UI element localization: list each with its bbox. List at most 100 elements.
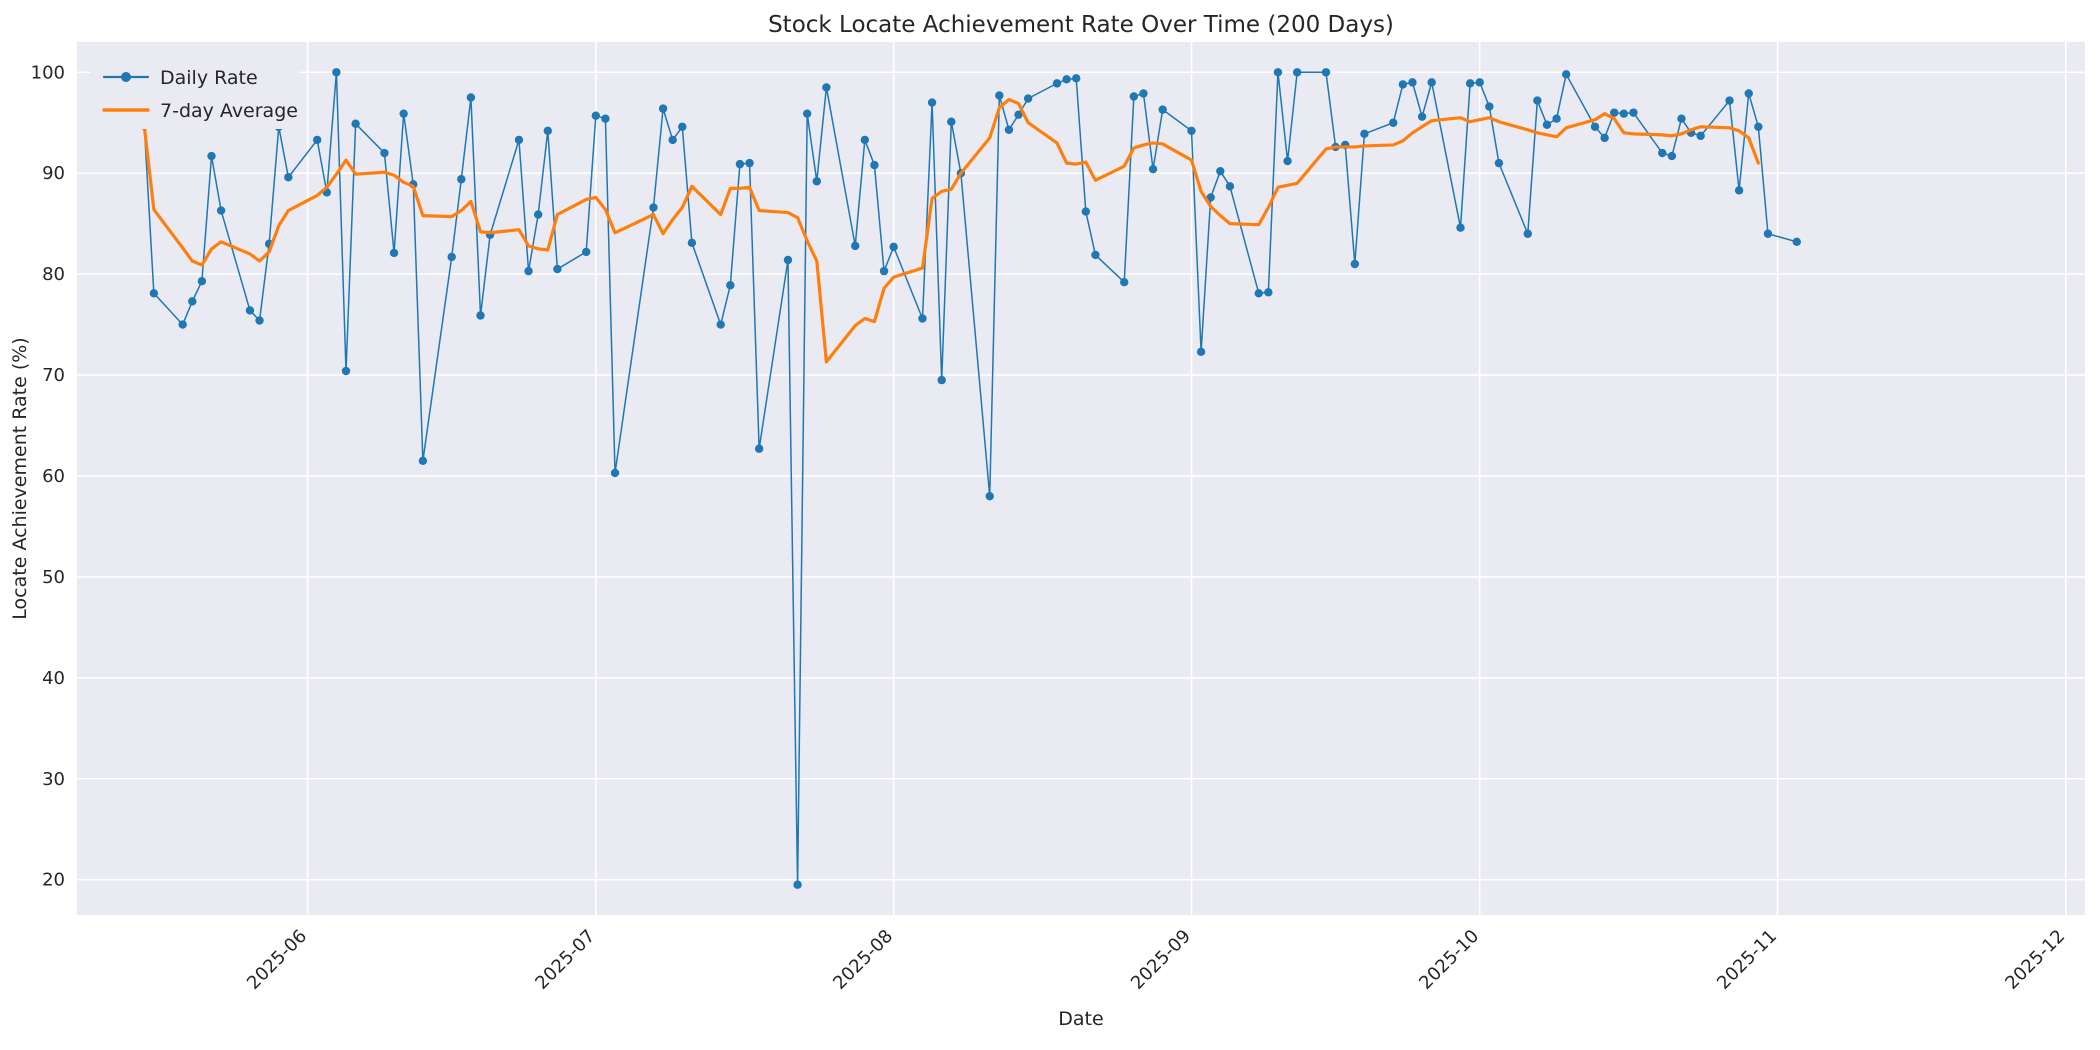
data-point <box>1610 108 1619 117</box>
data-point <box>197 276 207 286</box>
data-point <box>716 320 725 329</box>
data-point <box>783 255 793 265</box>
data-point <box>380 148 389 158</box>
data-point <box>1014 110 1023 119</box>
data-point <box>1283 156 1292 166</box>
data-point <box>601 114 610 123</box>
data-point <box>1206 193 1215 202</box>
data-point <box>341 366 351 376</box>
data-point <box>591 111 601 120</box>
data-point <box>447 252 456 262</box>
data-point <box>822 83 831 92</box>
data-point <box>687 238 697 248</box>
y-tick-label: 90 <box>42 163 65 184</box>
data-point <box>207 151 216 161</box>
data-point <box>1052 79 1062 88</box>
y-tick-label: 20 <box>42 870 65 891</box>
data-point <box>735 159 745 169</box>
data-point <box>1023 94 1033 103</box>
data-point <box>1485 102 1494 111</box>
data-point <box>678 122 687 131</box>
data-point <box>726 281 735 290</box>
data-point <box>1629 108 1638 117</box>
data-series-group <box>140 68 1801 889</box>
data-point <box>754 444 764 453</box>
data-point <box>399 109 408 118</box>
data-point <box>985 491 994 501</box>
data-point <box>793 880 802 889</box>
data-point <box>553 264 562 274</box>
data-point <box>1129 92 1139 101</box>
data-point <box>1561 70 1571 79</box>
data-point <box>947 117 956 126</box>
data-point <box>149 289 159 298</box>
x-axis-label: Date <box>1058 1008 1103 1030</box>
data-point <box>245 306 255 315</box>
data-point <box>802 109 812 118</box>
data-point <box>1792 237 1801 247</box>
y-tick-label: 60 <box>42 466 65 487</box>
series-line-7-day-average <box>142 97 1760 364</box>
data-point <box>937 375 946 385</box>
data-point <box>1216 166 1225 176</box>
data-point <box>1139 89 1148 98</box>
data-point <box>1350 259 1360 269</box>
data-point <box>649 203 658 212</box>
data-point <box>1187 126 1196 136</box>
data-point <box>1091 250 1100 260</box>
data-point <box>918 314 927 323</box>
data-point <box>1148 164 1158 174</box>
grid-lines <box>77 42 2085 915</box>
data-point <box>332 68 341 77</box>
data-point <box>889 242 898 252</box>
data-point <box>418 456 428 466</box>
y-tick-label: 30 <box>42 769 65 790</box>
data-point <box>658 104 668 113</box>
data-point <box>1417 112 1427 121</box>
data-point <box>1273 68 1283 77</box>
y-tick-label: 40 <box>42 668 65 689</box>
y-axis-label: Locate Achievement Rate (%) <box>9 337 31 619</box>
data-point <box>1763 229 1773 238</box>
data-point <box>312 135 322 145</box>
data-point <box>1552 114 1561 123</box>
data-point <box>351 119 360 128</box>
legend-label-7-day-average: 7-day Average <box>160 100 298 122</box>
data-point <box>1158 105 1167 114</box>
data-point <box>1590 122 1600 131</box>
data-point <box>812 177 821 186</box>
y-tick-label: 80 <box>42 264 65 285</box>
data-point <box>1081 207 1091 216</box>
data-point <box>284 173 293 182</box>
data-point <box>1744 89 1753 98</box>
chart-legend[interactable]: Daily Rate 7-day Average <box>90 53 300 129</box>
data-point <box>610 468 620 478</box>
data-point <box>870 160 879 170</box>
data-point <box>1734 186 1744 195</box>
data-point <box>1120 278 1129 287</box>
y-tick-label: 100 <box>31 62 65 83</box>
data-point <box>1465 79 1475 88</box>
data-point <box>582 247 591 257</box>
data-point <box>1677 114 1686 123</box>
data-point <box>524 266 533 276</box>
legend-label-daily-rate: Daily Rate <box>160 67 258 89</box>
data-point <box>1475 78 1484 87</box>
data-point <box>1667 151 1677 161</box>
page-title: Stock Locate Achievement Rate Over Time … <box>768 12 1394 38</box>
data-point <box>1398 80 1408 89</box>
data-point <box>457 175 466 184</box>
data-point <box>216 206 226 215</box>
data-point <box>1225 182 1235 191</box>
data-point <box>1389 118 1398 127</box>
y-tick-label: 70 <box>42 365 65 386</box>
data-point <box>1062 75 1071 84</box>
data-point <box>1408 78 1417 87</box>
data-point <box>1360 129 1369 139</box>
data-point <box>255 316 264 325</box>
data-point <box>1696 131 1705 141</box>
data-point <box>927 98 937 107</box>
data-point <box>879 266 889 276</box>
data-point <box>1196 347 1206 357</box>
